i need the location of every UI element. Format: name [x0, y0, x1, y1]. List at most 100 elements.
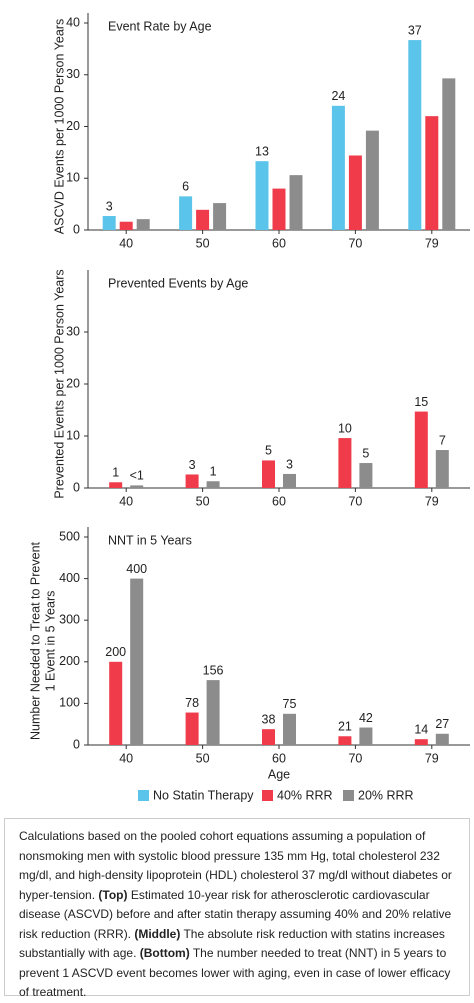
bar [272, 188, 286, 230]
caption: Calculations based on the pooled cohort … [4, 818, 470, 999]
bar [408, 40, 422, 230]
legend-swatch [343, 790, 354, 801]
x-tick-label: 40 [119, 494, 133, 508]
bar [348, 155, 362, 230]
y-tick-label: 10 [66, 428, 80, 442]
value-label: 3 [189, 458, 196, 472]
caption-label: (Middle) [134, 926, 181, 941]
y-axis-label: 1 Event in 5 Years [43, 591, 57, 692]
legend-swatch [262, 790, 273, 801]
bar [262, 729, 275, 745]
legend-label: No Statin Therapy [153, 788, 254, 802]
value-label: 3 [106, 199, 113, 213]
value-label: 38 [262, 712, 276, 726]
bar [359, 463, 373, 488]
value-label: 400 [126, 562, 147, 576]
bar [109, 482, 123, 488]
value-label: 15 [414, 395, 428, 409]
bar [196, 209, 210, 230]
bar [130, 578, 144, 745]
value-label: 42 [359, 711, 373, 725]
value-label: 156 [203, 663, 224, 677]
chart-title: NNT in 5 Years [108, 533, 192, 547]
x-tick-label: 40 [119, 236, 133, 250]
y-tick-label: 300 [59, 612, 80, 626]
y-tick-label: 0 [73, 737, 80, 751]
y-tick-label: 200 [59, 654, 80, 668]
value-label: 3 [286, 457, 293, 471]
bar [414, 739, 428, 745]
value-label: 27 [435, 717, 449, 731]
bar [119, 221, 133, 230]
bar [338, 736, 352, 745]
bar [289, 175, 303, 230]
value-label: 200 [105, 645, 126, 659]
chart-title: Prevented Events by Age [108, 276, 248, 290]
bar [283, 473, 296, 488]
legend-label: 40% RRR [277, 788, 333, 802]
y-tick-label: 0 [73, 480, 80, 494]
caption-text: The absolute risk reduction with statins… [19, 926, 445, 961]
value-label: 5 [265, 444, 272, 458]
x-tick-label: 79 [425, 236, 439, 250]
caption-label: (Bottom) [139, 946, 190, 960]
x-tick-label: 60 [272, 236, 286, 250]
bar [109, 661, 123, 745]
y-tick-label: 100 [59, 696, 80, 710]
value-label: 13 [255, 144, 269, 158]
value-label: 78 [185, 696, 199, 710]
y-tick-label: 500 [59, 529, 80, 543]
y-tick-label: 0 [73, 222, 80, 236]
value-label: 5 [362, 446, 369, 460]
value-label: 1 [112, 466, 119, 480]
caption-text: Estimated 10-year risk for atherosclerot… [19, 887, 452, 941]
y-tick-label: 30 [66, 67, 80, 81]
x-tick-label: 79 [425, 494, 439, 508]
bar [185, 474, 199, 488]
value-label: 21 [338, 720, 352, 734]
bar [185, 712, 199, 745]
bar [414, 411, 428, 488]
y-axis-label: Number Needed to Treat to Prevent [28, 541, 42, 740]
value-label: 7 [439, 433, 446, 447]
legend-label: 20% RRR [358, 788, 414, 802]
x-tick-label: 60 [272, 494, 286, 508]
y-tick-label: 40 [66, 15, 80, 29]
bar [262, 460, 275, 488]
value-label: 75 [283, 697, 297, 711]
x-tick-label: 70 [348, 494, 362, 508]
legend-swatch [138, 790, 149, 801]
value-label: 24 [331, 89, 345, 103]
x-tick-label: 50 [196, 236, 210, 250]
bar [102, 216, 116, 230]
x-tick-label: 60 [272, 751, 286, 765]
bar [435, 733, 449, 745]
y-tick-label: 20 [66, 119, 80, 133]
value-label: <1 [130, 469, 144, 483]
value-label: 37 [408, 23, 422, 37]
bar [442, 78, 456, 230]
y-axis-label: ASCVD Events per 1000 Person Years [52, 19, 66, 234]
bar [425, 116, 439, 230]
bar [331, 105, 345, 230]
y-tick-label: 30 [66, 324, 80, 338]
bar [338, 438, 352, 488]
bar [136, 219, 150, 230]
caption-label: (Top) [98, 887, 128, 902]
value-label: 1 [210, 465, 217, 479]
x-tick-label: 50 [196, 751, 210, 765]
bar [255, 161, 269, 230]
x-tick-label: 40 [119, 751, 133, 765]
bar [365, 130, 379, 230]
bar [179, 196, 193, 230]
y-tick-label: 10 [66, 171, 80, 185]
bar [213, 203, 227, 230]
value-label: 10 [338, 421, 352, 435]
x-tick-label: 50 [196, 494, 210, 508]
bar [206, 680, 220, 745]
x-tick-label: 79 [425, 751, 439, 765]
bar [206, 481, 220, 488]
y-axis-label: Prevented Events per 1000 Person Years [52, 269, 66, 498]
